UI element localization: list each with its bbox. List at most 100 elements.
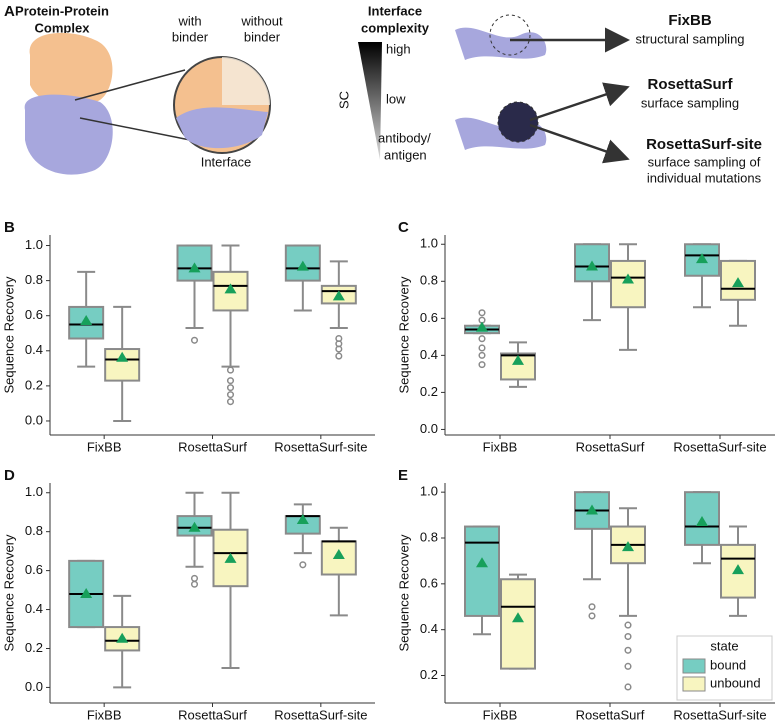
x-tick-label: RosettaSurf-site — [673, 439, 766, 454]
site-circle — [497, 101, 539, 143]
site-circle — [489, 14, 531, 56]
method-desc: structural sampling — [635, 31, 744, 46]
y-tick-label: 0.6 — [25, 562, 43, 577]
y-tick-label: 0.8 — [420, 529, 438, 544]
panel-a: A Protein-Protein Complex with binder wi… — [4, 3, 762, 185]
mean — [332, 549, 345, 560]
zoom-helix — [176, 107, 268, 149]
y-tick-label: 0.0 — [420, 421, 438, 436]
x-tick-label: RosettaSurf-site — [673, 707, 766, 722]
y-tick-label: 0.0 — [25, 679, 43, 694]
mean — [188, 262, 201, 273]
arrow — [529, 123, 630, 164]
outlier — [478, 309, 486, 317]
method-name: RosettaSurf-site — [646, 136, 762, 153]
outlier — [624, 683, 632, 691]
zoom-unbound — [222, 57, 270, 105]
y-tick-label: 0.6 — [420, 310, 438, 325]
outlier — [190, 580, 199, 588]
outlier — [190, 336, 199, 344]
x-tick-label: RosettaSurf — [178, 707, 247, 722]
mean — [586, 504, 598, 515]
y-tick-label: 0.0 — [25, 412, 43, 427]
mean — [224, 552, 237, 563]
x-tick-label: RosettaSurf — [576, 439, 645, 454]
panel-letter: E — [398, 467, 408, 484]
mean — [188, 521, 201, 532]
complexity-wedge — [358, 42, 382, 160]
x-tick-label: RosettaSurf-site — [274, 439, 367, 454]
complexity-lowest: antibody/ — [378, 130, 431, 145]
mean — [696, 515, 708, 526]
method-name: FixBB — [668, 12, 712, 29]
complexity-title: Interface — [368, 3, 422, 18]
panel-letter: D — [4, 467, 15, 484]
outlier — [226, 384, 235, 392]
panel-letter: B — [4, 219, 15, 236]
complex-label: Complex — [35, 20, 91, 35]
mean — [80, 314, 93, 325]
outlier — [226, 398, 235, 406]
y-tick-label: 0.4 — [420, 621, 438, 636]
y-axis-label: Sequence Recovery — [1, 534, 16, 652]
mean — [622, 541, 634, 552]
y-axis-label: Sequence Recovery — [396, 276, 411, 394]
method-desc: individual mutations — [647, 170, 762, 185]
legend-label: unbound — [710, 675, 761, 690]
box — [500, 578, 536, 670]
y-tick-label: 0.2 — [25, 377, 43, 392]
mean — [224, 283, 237, 294]
y-axis-label: Sequence Recovery — [1, 276, 16, 394]
with-binder: with — [177, 13, 201, 28]
mean — [732, 564, 744, 575]
y-tick-label: 1.0 — [420, 236, 438, 251]
y-tick-label: 1.0 — [420, 484, 438, 499]
outlier — [624, 632, 632, 641]
outlier — [624, 621, 632, 629]
panel-letter: C — [398, 219, 409, 236]
y-tick-label: 0.4 — [25, 601, 43, 616]
outlier — [478, 335, 486, 343]
arrow — [529, 82, 630, 122]
mean — [732, 277, 744, 288]
x-tick-label: RosettaSurf-site — [274, 707, 367, 722]
mean — [116, 351, 129, 362]
y-tick-label: 0.4 — [25, 342, 43, 357]
legend-swatch — [682, 658, 706, 674]
mean — [80, 587, 93, 598]
protein-target — [24, 94, 113, 175]
outlier — [478, 344, 486, 352]
mean — [512, 612, 524, 623]
box — [610, 259, 646, 309]
mean — [512, 354, 524, 365]
x-tick-label: FixBB — [87, 707, 122, 722]
mean — [476, 557, 488, 568]
y-tick-label: 0.6 — [420, 575, 438, 590]
mean — [622, 273, 634, 284]
complexity-axis: SC — [336, 91, 351, 109]
helix — [455, 27, 547, 61]
y-tick-label: 0.8 — [25, 523, 43, 538]
mean — [332, 290, 345, 301]
y-tick-label: 0.2 — [25, 640, 43, 655]
y-tick-label: 1.0 — [25, 484, 43, 499]
box — [720, 259, 756, 301]
complexity-lowest: antigen — [384, 147, 427, 162]
box — [464, 525, 500, 617]
legend-label: bound — [710, 657, 746, 672]
y-tick-label: 0.4 — [420, 347, 438, 362]
mean — [116, 632, 129, 643]
mean — [296, 513, 309, 524]
mean — [696, 253, 708, 264]
mean — [296, 260, 309, 271]
complexity-title: complexity — [361, 20, 430, 35]
y-tick-label: 0.2 — [420, 667, 438, 682]
outlier — [226, 391, 235, 399]
protein-binder — [29, 32, 113, 107]
legend-swatch — [682, 676, 706, 692]
outlier — [624, 646, 632, 654]
outlier — [190, 574, 199, 582]
outlier — [335, 352, 343, 360]
method-desc: surface sampling — [641, 95, 739, 110]
